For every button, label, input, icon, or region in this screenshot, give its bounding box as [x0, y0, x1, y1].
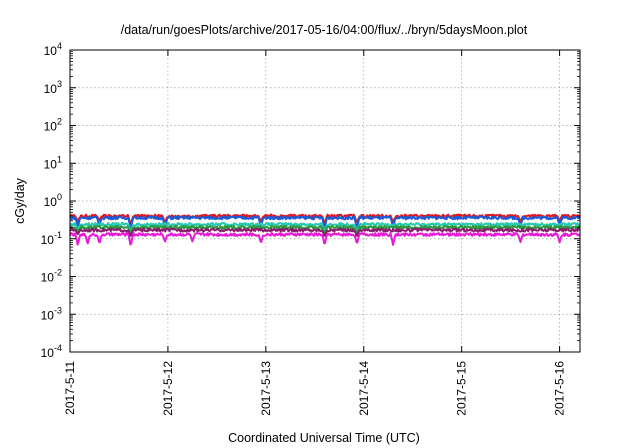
y-tick-label: 101 — [44, 154, 62, 171]
y-tick-label: 104 — [44, 41, 62, 58]
x-axis-label: Coordinated Universal Time (UTC) — [228, 431, 420, 445]
y-tick-label: 10-4 — [41, 343, 62, 360]
x-tick-label: 2017-5-16 — [553, 361, 567, 416]
y-tick-label: 102 — [44, 117, 62, 134]
y-axis-label: cGy/day — [13, 177, 27, 224]
x-tick-label: 2017-5-15 — [455, 361, 469, 416]
grid-lines — [70, 50, 580, 352]
y-tick-label: 10-2 — [41, 268, 62, 285]
series-group — [69, 213, 581, 246]
y-tick-labels: 104 103 102 101 100 10-1 10-2 10-3 10-4 — [41, 41, 62, 360]
x-tick-label: 2017-5-13 — [259, 361, 273, 416]
series-line — [69, 232, 581, 246]
y-tick-label: 10-3 — [41, 305, 62, 322]
x-tick-label: 2017-5-14 — [357, 361, 371, 416]
x-tick-labels: 2017-5-11 2017-5-12 2017-5-13 2017-5-14 2017… — [63, 361, 567, 416]
y-tick-label: 103 — [44, 79, 62, 96]
chart-title: /data/run/goesPlots/archive/2017-05-16/0… — [121, 23, 528, 37]
y-tick-label: 10-1 — [41, 230, 62, 247]
x-tick-label: 2017-5-12 — [161, 361, 175, 416]
x-tick-label: 2017-5-11 — [63, 361, 77, 415]
y-tick-label: 100 — [44, 192, 62, 209]
series-line — [69, 227, 581, 237]
axis-ticks — [69, 49, 580, 353]
